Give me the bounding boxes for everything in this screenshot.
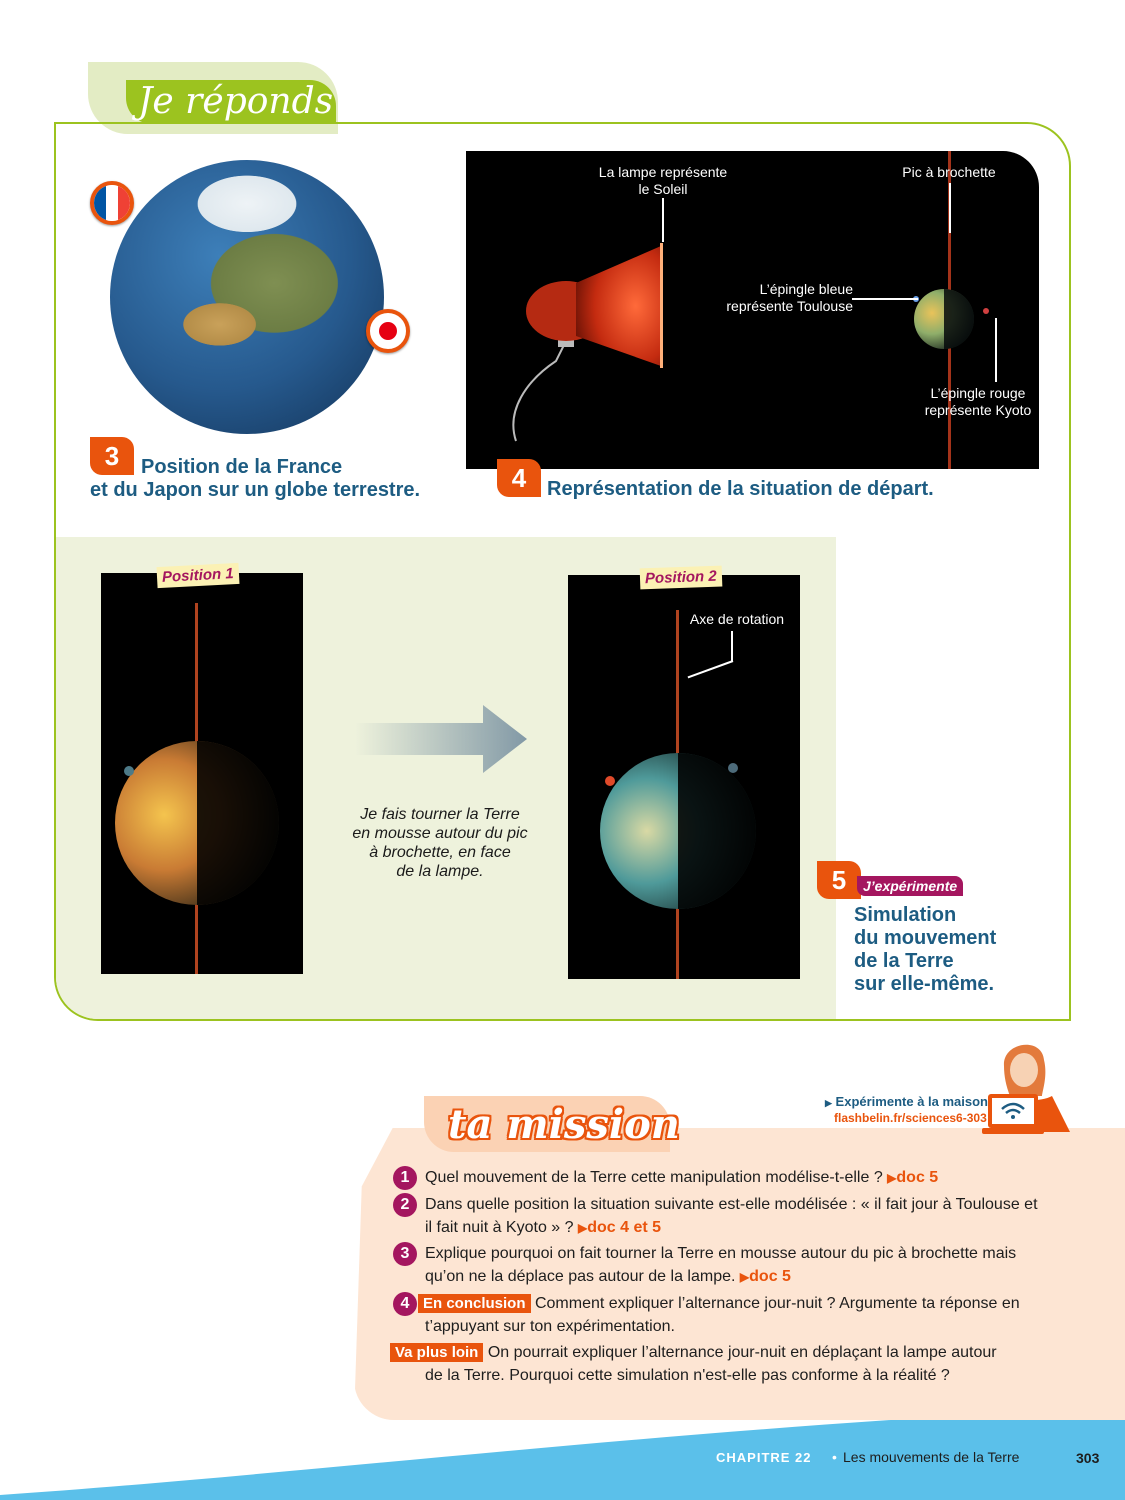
question4-line1: Comment expliquer l’alternance jour-nuit… bbox=[534, 1295, 1020, 1312]
lamp-leader-line bbox=[662, 198, 664, 242]
go-further-tag: Va plus loin bbox=[390, 1343, 484, 1362]
question5-line1: On pourrait expliquer l’alternance jour-… bbox=[487, 1344, 997, 1361]
triangle-bullet-icon: ▶ bbox=[825, 1098, 832, 1108]
blue-pin-label-line1: L’épingle bleue bbox=[759, 281, 853, 297]
question1: Quel mouvement de la Terre cette manipul… bbox=[425, 1166, 938, 1190]
section-title: Je réponds bbox=[138, 81, 334, 122]
experiment-setup-photo bbox=[466, 151, 1039, 469]
doc5-caption-line4: sur elle-même. bbox=[854, 973, 995, 995]
simulation-instruction-line1: Je fais tourner la Terre bbox=[360, 806, 520, 823]
simulation-instruction: Je fais tourner la Terre en mousse autou… bbox=[345, 805, 535, 881]
globe-position1-illustration bbox=[115, 603, 279, 974]
position2-tag: Position 2 bbox=[639, 565, 723, 590]
doc3-caption: Position de la France et du Japon sur un… bbox=[90, 456, 460, 502]
question4: En conclusion Comment expliquer l’altern… bbox=[418, 1292, 1020, 1315]
axis-leader-vertical bbox=[731, 631, 733, 661]
blue-pin-label-line2: représente Toulouse bbox=[726, 298, 853, 314]
japanese-flag-pin-icon bbox=[366, 309, 410, 353]
footer-chapter: CHAPITRE 22 bbox=[716, 1450, 812, 1465]
question2-line2: il fait nuit à Kyoto » ? bbox=[425, 1219, 574, 1236]
red-pin-label-line1: L’épingle rouge bbox=[930, 385, 1026, 401]
question4-line2: t’appuyant sur ton expérimentation. bbox=[425, 1318, 675, 1335]
doc5-caption-line2: du mouvement bbox=[854, 927, 997, 949]
position1-tag: Position 1 bbox=[156, 562, 240, 589]
red-pin-leader-line bbox=[995, 318, 997, 382]
laptop-wifi-icon bbox=[982, 1044, 1070, 1134]
skewer-label: Pic à brochette bbox=[902, 164, 996, 180]
page-number: 303 bbox=[1076, 1450, 1100, 1466]
mission-tab bbox=[424, 1096, 670, 1152]
lamp-and-globe-illustration bbox=[512, 151, 989, 469]
question1-number: 1 bbox=[393, 1166, 417, 1190]
position1-photo bbox=[101, 573, 303, 974]
question3-ref[interactable]: doc 5 bbox=[740, 1268, 791, 1285]
question2-number: 2 bbox=[393, 1193, 417, 1217]
french-flag-pin-icon bbox=[90, 181, 134, 225]
position2-photo bbox=[568, 575, 800, 979]
mission-title: ta mission bbox=[448, 1101, 680, 1148]
earth-globe-image bbox=[110, 160, 384, 434]
experiment-at-home-label: Expérimente à la maison bbox=[835, 1094, 988, 1109]
simulation-instruction-line2: en mousse autour du pic bbox=[352, 825, 528, 842]
doc3-caption-line2: et du Japon sur un globe terrestre. bbox=[90, 479, 421, 501]
experiment-tag: J’expérimente bbox=[857, 876, 964, 896]
globe-position2-illustration bbox=[600, 610, 756, 979]
question5: Va plus loin On pourrait expliquer l’alt… bbox=[390, 1341, 997, 1364]
skewer-leader-line bbox=[949, 183, 951, 233]
footer-chapter-title: Les mouvements de la Terre bbox=[843, 1449, 1020, 1465]
red-pin-label: L’épingle rouge représente Kyoto bbox=[918, 385, 1038, 419]
question5-line2: de la Terre. Pourquoi cette simulation n… bbox=[425, 1367, 950, 1384]
red-pin-label-line2: représente Kyoto bbox=[924, 402, 1032, 418]
lamp-label-line2: le Soleil bbox=[638, 181, 688, 197]
documents-frame bbox=[54, 122, 1071, 1021]
question2-line1: Dans quelle position la situation suivan… bbox=[425, 1196, 1038, 1213]
doc4-caption: Représentation de la situation de départ… bbox=[547, 478, 934, 500]
experiment-url[interactable]: flashbelin.fr/sciences6-303 bbox=[834, 1111, 987, 1125]
question4-number: 4 bbox=[393, 1292, 417, 1316]
question2: Dans quelle position la situation suivan… bbox=[425, 1193, 1038, 1240]
blue-pin-label: L’épingle bleue représente Toulouse bbox=[708, 281, 853, 315]
doc5-caption-line3: de la Terre bbox=[854, 950, 954, 972]
arrow-right-icon bbox=[355, 705, 527, 778]
question3: Explique pourquoi on fait tourner la Ter… bbox=[425, 1242, 1016, 1289]
sky-band-decoration bbox=[0, 1407, 1125, 1500]
question1-text: Quel mouvement de la Terre cette manipul… bbox=[425, 1169, 883, 1186]
question1-ref[interactable]: doc 5 bbox=[887, 1169, 938, 1186]
lamp-label-line1: La lampe représente bbox=[598, 164, 728, 180]
question2-ref[interactable]: doc 4 et 5 bbox=[578, 1219, 661, 1236]
rotation-axis-label: Axe de rotation bbox=[689, 611, 785, 627]
doc3-number-badge: 3 bbox=[90, 437, 134, 475]
question3-line1: Explique pourquoi on fait tourner la Ter… bbox=[425, 1245, 1017, 1262]
footer-separator: • bbox=[832, 1449, 837, 1465]
simulation-instruction-line4: de la lampe. bbox=[396, 863, 484, 880]
conclusion-tag: En conclusion bbox=[418, 1294, 531, 1313]
doc5-caption: Simulation du mouvement de la Terre sur … bbox=[854, 904, 1054, 996]
experiment-at-home-link[interactable]: ▶ Expérimente à la maison bbox=[825, 1094, 988, 1109]
header-tab bbox=[126, 80, 336, 124]
blue-pin-leader-line bbox=[852, 298, 918, 300]
simulation-instruction-line3: à brochette, en face bbox=[369, 844, 511, 861]
doc3-caption-line1: Position de la France bbox=[141, 456, 343, 478]
doc4-number-badge: 4 bbox=[497, 459, 541, 497]
mission-box bbox=[354, 1128, 1125, 1420]
question3-number: 3 bbox=[393, 1242, 417, 1266]
lamp-label: La lampe représente le Soleil bbox=[586, 164, 740, 198]
question3-line2: qu’on ne la déplace pas autour de la lam… bbox=[425, 1268, 736, 1285]
doc5-caption-line1: Simulation bbox=[854, 904, 957, 926]
doc5-number-badge: 5 bbox=[817, 861, 861, 899]
